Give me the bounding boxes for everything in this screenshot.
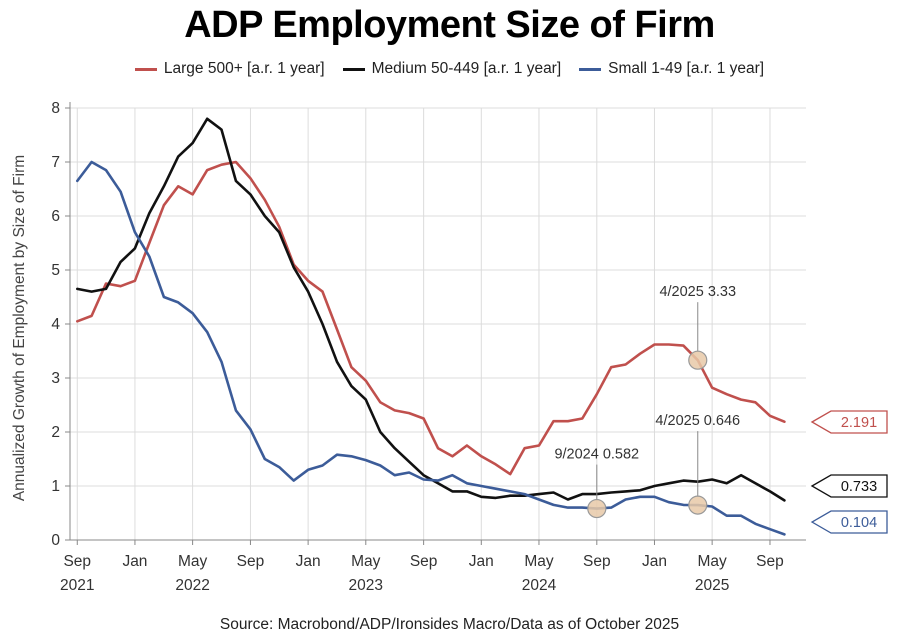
x-tick-label-month: May (178, 553, 208, 570)
x-tick-label-month: May (351, 553, 381, 570)
x-tick-label-month: Sep (756, 553, 784, 570)
legend-item-large: Large 500+ [a.r. 1 year] (134, 60, 325, 78)
y-tick-label: 7 (51, 154, 60, 171)
end-value-labels: 2.191 0.733 0.104 (810, 410, 888, 534)
end-label-value: 2.191 (841, 415, 877, 431)
y-tick-label: 4 (51, 316, 60, 333)
x-tick-label-year: 2022 (175, 577, 209, 594)
chart-title: ADP Employment Size of Firm (184, 4, 715, 46)
x-tick-label-year: 2023 (349, 577, 383, 594)
end-label-box (810, 410, 888, 434)
x-tick-label-year: 2025 (695, 577, 729, 594)
x-tick-label-month: May (524, 553, 554, 570)
legend-swatch-small (579, 67, 602, 71)
x-tick-labels: Sep 2021 Jan May 2022 Sep Jan May 2023 Sep Jan May 2… (60, 553, 784, 594)
annotation-marker (688, 350, 708, 370)
y-axis-label: Annualized Growth of Employment by Size … (11, 155, 28, 501)
end-label-value: 0.104 (841, 515, 877, 531)
legend-label-small: Small 1-49 [a.r. 1 year] (608, 60, 765, 77)
y-tick-label: 1 (51, 478, 60, 495)
x-tick-label-year: 2021 (60, 577, 94, 594)
x-tick-label-month: Jan (642, 553, 667, 570)
legend-swatch-medium (342, 67, 365, 71)
legend-swatch-large (134, 67, 157, 71)
end-label-box (810, 474, 888, 498)
x-tick-label-month: Sep (583, 553, 611, 570)
x-tick-label-month: Jan (122, 553, 147, 570)
y-tick-label: 3 (51, 370, 60, 387)
annotation-marker (688, 495, 708, 515)
y-tick-label: 6 (51, 208, 60, 225)
x-tick-label-month: Jan (469, 553, 494, 570)
x-tick-label-month: Sep (410, 553, 438, 570)
x-tick-label-month: Jan (296, 553, 321, 570)
y-tick-labels: 0 1 2 3 4 5 6 7 8 (51, 100, 60, 549)
series-line-medium (76, 117, 786, 502)
annotation-text: 9/2024 0.582 (554, 447, 639, 463)
source-note: Source: Macrobond/ADP/Ironsides Macro/Da… (219, 616, 680, 633)
y-tick-label: 5 (51, 262, 60, 279)
x-tick-label-month: Sep (237, 553, 265, 570)
legend-item-small: Small 1-49 [a.r. 1 year] (579, 60, 764, 78)
y-tick-label: 2 (51, 424, 60, 441)
series-line-large (76, 160, 786, 476)
legend-label-large: Large 500+ [a.r. 1 year] (163, 60, 325, 77)
x-tick-label-year: 2024 (522, 577, 557, 594)
legend-item-medium: Medium 50-449 [a.r. 1 year] (342, 60, 562, 78)
chart-legend: Large 500+ [a.r. 1 year] Medium 50-449 [… (0, 60, 899, 78)
series-lines (76, 117, 786, 536)
annotations: 4/2025 3.33 4/2025 0.646 9/2024 0.582 (554, 284, 740, 519)
x-tick-label-month: May (697, 553, 727, 570)
legend-label-medium: Medium 50-449 [a.r. 1 year] (371, 60, 562, 77)
x-tick-label-month: Sep (63, 553, 91, 570)
end-label-value: 0.733 (841, 479, 877, 495)
y-tick-label: 0 (51, 532, 60, 549)
y-tick-label: 8 (51, 100, 60, 117)
end-label-box (810, 510, 888, 534)
annotation-marker (587, 498, 607, 519)
series-line-small (76, 160, 786, 536)
axes (65, 102, 806, 545)
annotation-text: 4/2025 0.646 (655, 413, 740, 429)
annotation-text: 4/2025 3.33 (659, 284, 736, 300)
grid-lines (70, 107, 806, 540)
